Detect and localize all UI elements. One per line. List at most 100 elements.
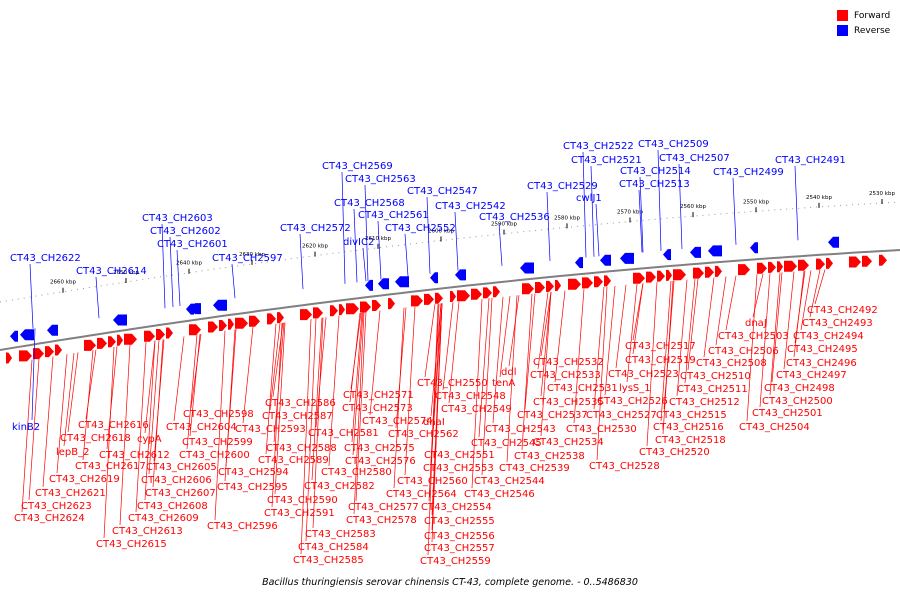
forward-leader bbox=[300, 319, 312, 555]
reverse-gene-label: CT43_CH2597 bbox=[212, 253, 283, 264]
forward-leader bbox=[759, 273, 771, 408]
forward-gene-label: lysS_1 bbox=[619, 383, 651, 394]
forward-gene bbox=[457, 290, 470, 302]
forward-gene-label: CT43_CH2607 bbox=[145, 488, 216, 499]
forward-leader bbox=[424, 304, 436, 378]
forward-gene bbox=[228, 318, 234, 330]
forward-gene-label: CT43_CH2543 bbox=[485, 424, 556, 435]
forward-gene-label: CT43_CH2530 bbox=[566, 424, 637, 435]
forward-gene bbox=[471, 288, 482, 300]
forward-gene-label: CT43_CH2538 bbox=[514, 451, 585, 462]
forward-gene bbox=[738, 264, 750, 276]
reverse-gene-label: CT43_CH2522 bbox=[563, 141, 634, 152]
reverse-leader bbox=[582, 151, 587, 258]
forward-gene bbox=[483, 287, 492, 299]
forward-gene-label: CT43_CH2562 bbox=[388, 429, 459, 440]
forward-leader bbox=[508, 295, 520, 367]
reverse-gene-label: CT43_CH2602 bbox=[150, 226, 221, 237]
forward-gene bbox=[450, 291, 456, 302]
forward-gene bbox=[798, 259, 809, 271]
forward-gene-label: CT43_CH2497 bbox=[776, 370, 847, 381]
forward-gene bbox=[360, 301, 371, 313]
reverse-gene bbox=[430, 272, 438, 284]
forward-gene bbox=[693, 267, 704, 279]
forward-leader bbox=[626, 283, 638, 383]
forward-leader bbox=[684, 278, 696, 384]
forward-gene-label: CT43_CH2624 bbox=[14, 513, 85, 524]
reverse-leader bbox=[546, 191, 551, 262]
legend-forward-label: Forward bbox=[854, 10, 891, 21]
forward-gene bbox=[849, 256, 861, 268]
forward-gene-label: CT43_CH2585 bbox=[293, 555, 364, 566]
forward-gene-label: CT43_CH2510 bbox=[680, 371, 751, 382]
forward-gene bbox=[208, 321, 218, 333]
forward-leader bbox=[615, 284, 627, 369]
forward-gene bbox=[493, 286, 500, 298]
kbp-label: 2580 kbp bbox=[554, 215, 580, 221]
forward-gene bbox=[784, 260, 797, 272]
reverse-gene-label: kinB2 bbox=[12, 422, 40, 433]
forward-leader bbox=[349, 312, 361, 403]
forward-gene bbox=[522, 283, 534, 295]
reverse-leader bbox=[353, 208, 358, 283]
forward-gene-label: CT43_CH2613 bbox=[112, 526, 183, 537]
forward-gene bbox=[117, 334, 123, 346]
forward-gene-label: CT43_CH2578 bbox=[346, 515, 417, 526]
forward-gene bbox=[777, 261, 783, 273]
forward-leader bbox=[783, 271, 795, 370]
forward-gene-label: CT43_CH2577 bbox=[348, 502, 419, 513]
legend: Forward Reverse bbox=[837, 8, 890, 38]
forward-leader bbox=[604, 285, 616, 396]
gene-track bbox=[6, 236, 887, 364]
forward-gene-label: CT43_CH2503 bbox=[718, 331, 789, 342]
forward-leader bbox=[144, 340, 156, 501]
reverse-gene-label: CT43_CH2513 bbox=[619, 179, 690, 190]
forward-leader bbox=[56, 354, 68, 474]
forward-gene-label: CT43_CH2591 bbox=[264, 508, 335, 519]
forward-gene bbox=[346, 303, 359, 315]
reverse-gene-label: CT43_CH2552 bbox=[385, 223, 456, 234]
forward-gene bbox=[862, 255, 872, 267]
forward-gene-label: CT43_CH2616 bbox=[78, 420, 149, 431]
forward-leader bbox=[800, 270, 812, 331]
forward-leader bbox=[242, 326, 254, 424]
forward-leader bbox=[676, 279, 688, 397]
forward-gene-label: CT43_CH2605 bbox=[146, 462, 217, 473]
forward-leader bbox=[305, 318, 317, 542]
reverse-gene-label: CT43_CH2622 bbox=[10, 253, 81, 264]
forward-gene-label: CT43_CH2600 bbox=[179, 450, 250, 461]
forward-gene-label: CT43_CH2589 bbox=[258, 455, 329, 466]
forward-gene bbox=[108, 336, 116, 348]
forward-gene-label: CT43_CH2596 bbox=[207, 521, 278, 532]
forward-leader bbox=[471, 298, 483, 489]
forward-leader bbox=[186, 334, 198, 450]
forward-gene bbox=[582, 277, 593, 289]
forward-gene bbox=[715, 265, 722, 277]
forward-gene-label: CT43_CH2612 bbox=[99, 450, 170, 461]
forward-gene-label: CT43_CH2518 bbox=[655, 435, 726, 446]
forward-gene bbox=[646, 271, 656, 283]
forward-gene-label: CT43_CH2564 bbox=[386, 489, 457, 500]
forward-gene-label: CT43_CH2494 bbox=[793, 331, 864, 342]
forward-gene-label: CT43_CH2515 bbox=[656, 410, 727, 421]
forward-leader bbox=[427, 303, 439, 556]
reverse-gene bbox=[575, 257, 583, 269]
reverse-gene-label: CT43_CH2563 bbox=[345, 174, 416, 185]
forward-leader bbox=[448, 301, 460, 404]
forward-gene-label: dnaJ bbox=[745, 318, 767, 329]
forward-leader bbox=[148, 340, 160, 475]
reverse-gene bbox=[750, 242, 758, 254]
kbp-label: 2610 kbp bbox=[365, 236, 391, 242]
forward-gene bbox=[33, 348, 44, 360]
reverse-leader bbox=[639, 176, 644, 253]
reverse-leader bbox=[299, 233, 304, 290]
forward-gene-label: CT43_CH2520 bbox=[639, 447, 710, 458]
forward-gene bbox=[594, 276, 603, 288]
forward-leader bbox=[328, 315, 340, 467]
forward-gene-label: CT43_CH2493 bbox=[802, 318, 873, 329]
forward-leader bbox=[499, 296, 511, 378]
forward-gene-label: CT43_CH2545 bbox=[471, 438, 542, 449]
forward-leader bbox=[353, 312, 365, 515]
forward-gene-label: CT43_CH2504 bbox=[739, 422, 810, 433]
